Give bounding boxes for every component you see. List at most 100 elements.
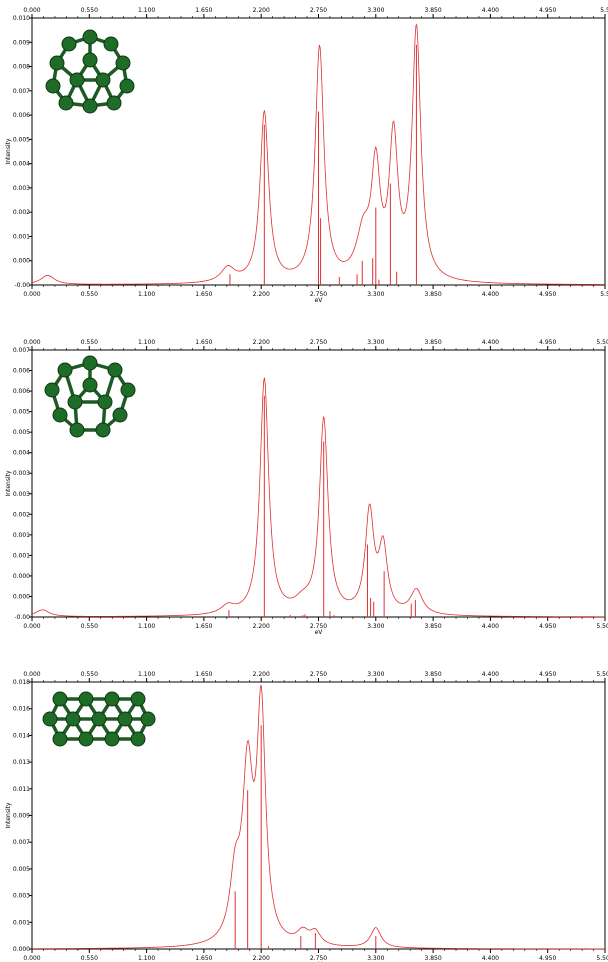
y-tick-label: -0.00 (14, 282, 30, 289)
x-tick-label: 5.5 (600, 291, 608, 298)
x-tick-label: 4.400 (482, 291, 499, 298)
x-tick-label-top: 1.100 (138, 339, 155, 346)
plot-frame (31, 349, 606, 618)
y-tick-label: 0.006 (13, 112, 30, 119)
x-tick-label-top: 0.000 (23, 339, 40, 346)
x-tick-label: 4.950 (539, 955, 556, 962)
x-tick-label: 3.300 (367, 291, 384, 298)
y-tick-label: 0.001 (13, 233, 30, 240)
x-tick-label: 2.200 (253, 291, 270, 298)
y-tick-label: 0.005 (13, 409, 30, 416)
spectrum-curve (32, 684, 605, 950)
x-tick-label-top: 2.200 (253, 671, 270, 678)
molecule-structure-icon (44, 355, 136, 438)
x-tick-label-top: 4.400 (482, 339, 499, 346)
y-tick-label: 0.007 (13, 88, 30, 95)
x-tick-label: 3.850 (425, 955, 442, 962)
spectrum-curve (31, 23, 605, 285)
x-tick-label: 5.500 (596, 955, 608, 962)
y-tick-label: 0.001 (13, 552, 30, 559)
y-tick-label: 0.006 (13, 368, 30, 375)
y-tick-label: 0.002 (13, 511, 30, 518)
plot-frame (31, 681, 606, 950)
x-tick-label-top: 3.850 (425, 671, 442, 678)
x-tick-label-top: 5.500 (596, 339, 608, 346)
x-tick-label: 4.950 (539, 291, 556, 298)
x-tick-label: 3.850 (425, 623, 442, 630)
x-tick-label-top: 4.400 (482, 671, 499, 678)
y-tick-label: 0.001 (13, 532, 30, 539)
y-tick-label: 0.003 (13, 491, 30, 498)
y-tick-label: 0.001 (13, 919, 30, 926)
y-tick-label: 0.004 (13, 161, 30, 168)
y-tick-label: 0.006 (13, 388, 30, 395)
y-axis-label: Intensity (5, 470, 12, 497)
x-tick-label: 1.100 (138, 291, 155, 298)
x-tick-label-top: 0.550 (81, 7, 98, 14)
x-tick-label-top: 4.950 (539, 339, 556, 346)
x-tick-label-top: 0.550 (81, 339, 98, 346)
x-tick-label: 2.750 (310, 955, 327, 962)
x-tick-label-top: 4.950 (539, 7, 556, 14)
y-tick-label: 0.000 (13, 946, 30, 953)
x-tick-label: 4.400 (482, 955, 499, 962)
x-tick-label: 0.000 (23, 955, 40, 962)
spectrum-panel-2: 0.000 0.000 0.550 0.550 1.100 1.100 1.650 1.650… (5, 339, 608, 636)
y-tick-label: 0.009 (13, 813, 30, 820)
x-tick-label-top: 5.5 (600, 7, 608, 14)
x-tick-label: 1.650 (195, 955, 212, 962)
y-tick-label: 0.007 (13, 839, 30, 846)
spectrum-curve (31, 377, 605, 618)
x-tick-label-top: 3.300 (367, 339, 384, 346)
x-tick-label: 2.750 (310, 291, 327, 298)
molecule-structure-icon (42, 691, 156, 747)
y-tick-label: 0.016 (13, 706, 30, 713)
spectrum-panel-3: 0.000 0.000 0.550 0.550 1.100 1.100 1.650 1.650… (5, 671, 608, 962)
x-tick-label-top: 0.000 (23, 671, 40, 678)
x-tick-label-top: 1.100 (138, 7, 155, 14)
x-tick-label-top: 2.200 (253, 7, 270, 14)
x-tick-label-top: 2.750 (310, 339, 327, 346)
x-tick-label-top: 1.650 (195, 339, 212, 346)
molecule-structure-icon (45, 29, 135, 114)
x-tick-label: 0.000 (23, 291, 40, 298)
y-tick-label: 0.002 (13, 209, 30, 216)
x-tick-label-top: 2.750 (310, 671, 327, 678)
x-tick-label: 1.650 (195, 291, 212, 298)
x-tick-label-top: 3.850 (425, 339, 442, 346)
x-tick-label-top: 2.750 (310, 7, 327, 14)
x-tick-label: 4.950 (539, 623, 556, 630)
x-tick-label: 4.400 (482, 623, 499, 630)
x-tick-label-top: 4.400 (482, 7, 499, 14)
x-tick-label-top: 4.950 (539, 671, 556, 678)
y-tick-label: 0.009 (13, 39, 30, 46)
y-tick-label: 0.014 (13, 732, 30, 739)
x-tick-label: 2.200 (253, 955, 270, 962)
x-tick-label-top: 1.100 (138, 671, 155, 678)
y-tick-label: 0.003 (13, 470, 30, 477)
x-tick-label: 3.850 (425, 291, 442, 298)
y-tick-label: 0.013 (13, 759, 30, 766)
x-tick-label: 2.750 (310, 623, 327, 630)
x-tick-label: 1.650 (195, 623, 212, 630)
x-tick-label-top: 3.850 (425, 7, 442, 14)
x-tick-label-top: 2.200 (253, 339, 270, 346)
y-tick-label: 0.005 (13, 429, 30, 436)
x-tick-label: 2.200 (253, 623, 270, 630)
x-tick-label: 0.550 (81, 291, 98, 298)
spectrum-panel-1: 0.000 0.000 0.550 0.550 1.100 1.100 1.650 1.650… (5, 7, 608, 304)
x-tick-label-top: 3.300 (367, 7, 384, 14)
y-tick-label: 0.007 (13, 347, 30, 354)
y-tick-label: 0.000 (13, 593, 30, 600)
y-tick-label: 0.003 (13, 185, 30, 192)
y-tick-label: 0.008 (13, 64, 30, 71)
x-tick-label: 0.550 (81, 623, 98, 630)
y-tick-label: 0.018 (13, 679, 30, 686)
x-tick-label-top: 1.650 (195, 7, 212, 14)
x-tick-label: 5.500 (596, 623, 608, 630)
x-tick-label: 3.300 (367, 955, 384, 962)
x-tick-label-top: 3.300 (367, 671, 384, 678)
x-tick-label-top: 0.000 (23, 7, 40, 14)
y-tick-label: 0.000 (13, 258, 30, 265)
